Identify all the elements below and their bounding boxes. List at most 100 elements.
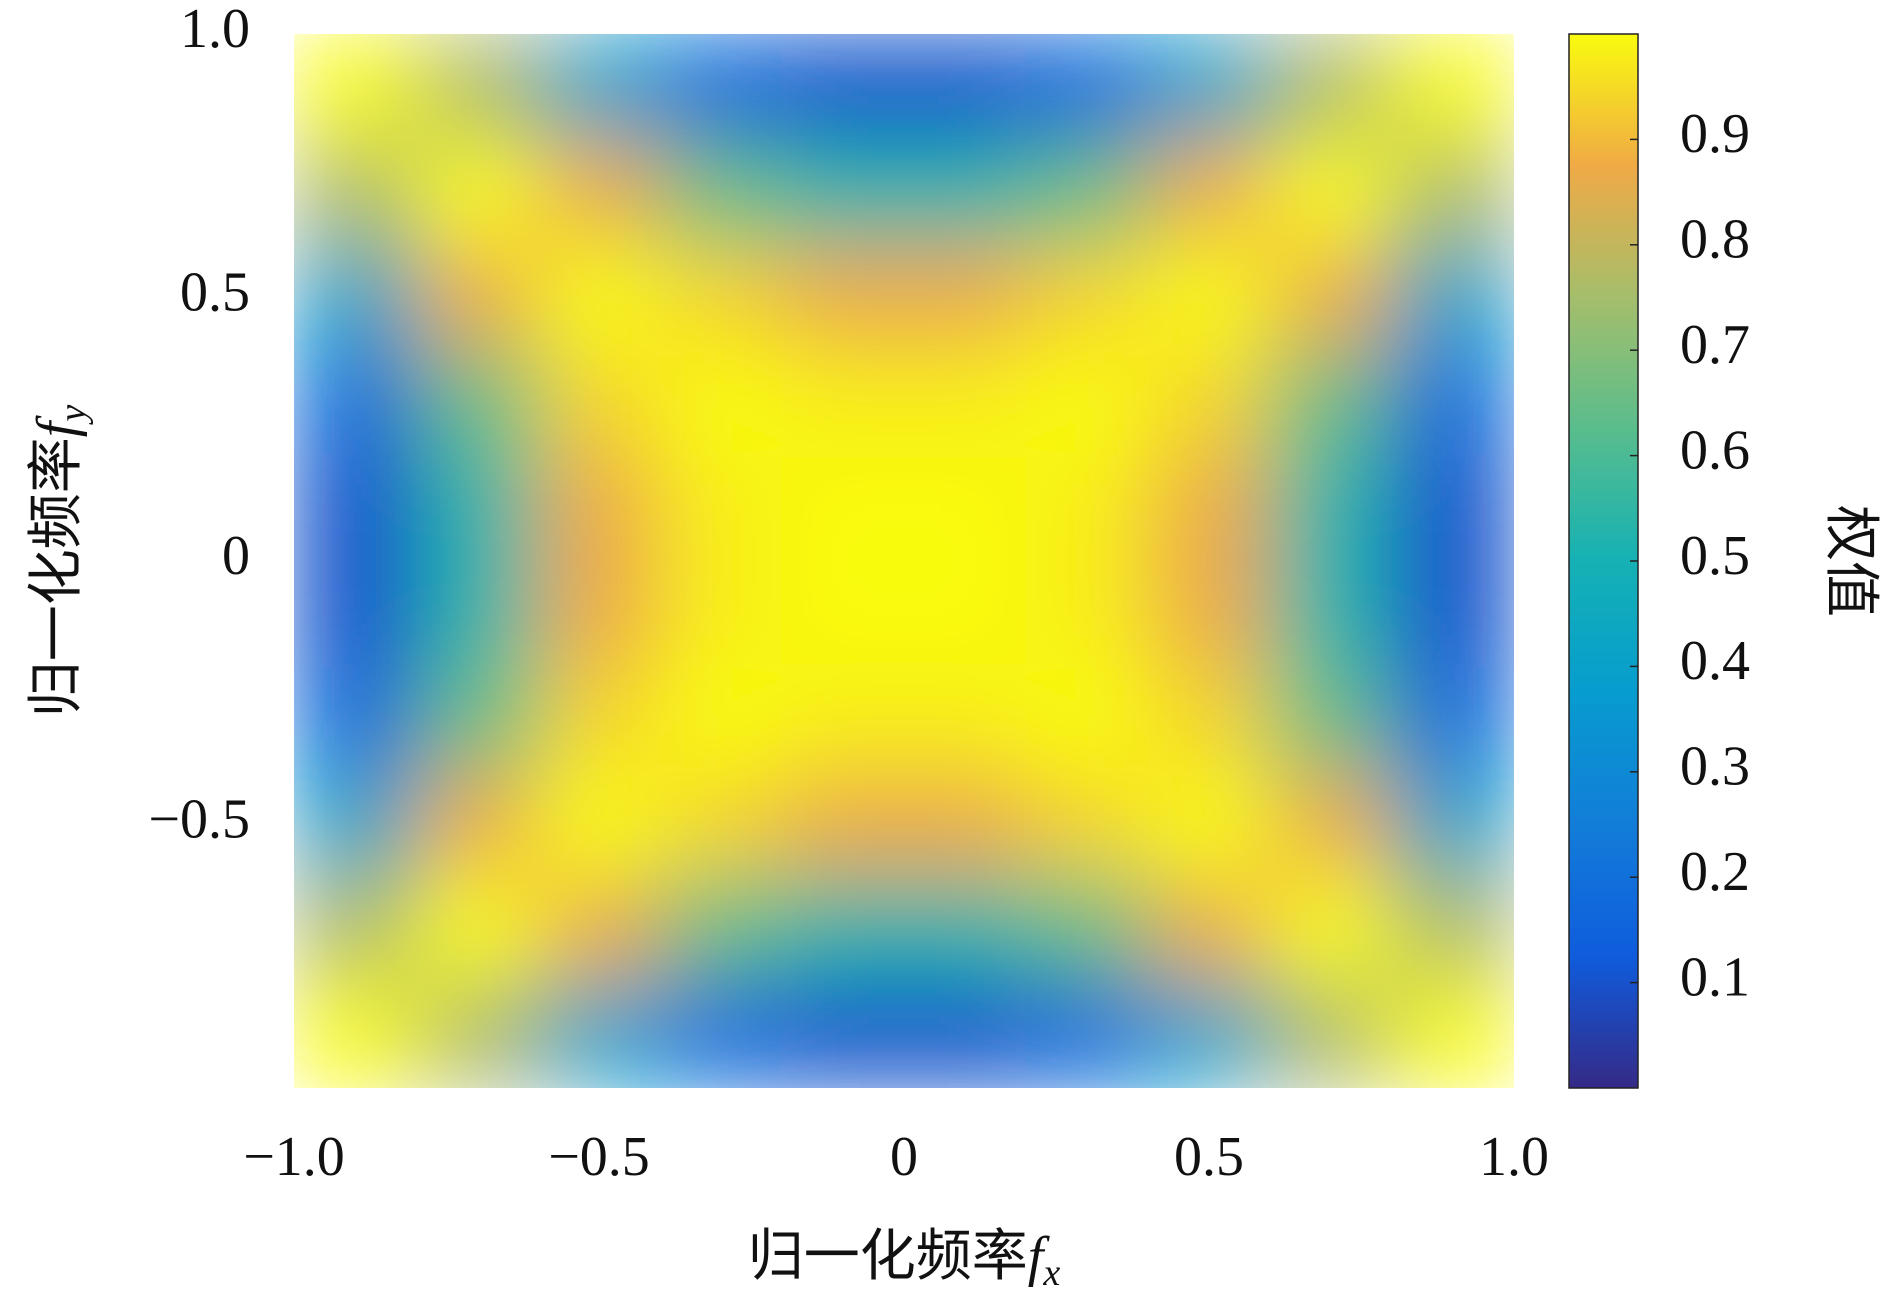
heatmap-cell — [1147, 455, 1271, 562]
colorbar-tick-label: 0.5 — [1680, 525, 1750, 587]
colorbar-label: 权值 — [1819, 505, 1881, 617]
heatmap-cell — [1147, 560, 1271, 667]
heatmap-cell — [781, 34, 905, 140]
colorbar — [1568, 33, 1639, 1089]
heatmap-cell — [537, 455, 661, 562]
heatmap-cell — [903, 560, 1027, 667]
colorbar-tick-label: 0.6 — [1680, 419, 1750, 481]
heatmap-cell — [1025, 34, 1149, 140]
heatmap-cell — [294, 982, 417, 1088]
heatmap-cell — [1391, 244, 1514, 351]
heatmap-cell — [415, 560, 539, 667]
heatmap-cell — [415, 982, 539, 1088]
heatmap-cell — [659, 349, 783, 457]
heatmap-cell — [1147, 34, 1271, 140]
heatmap-cell — [537, 876, 661, 984]
heatmap-cell — [1147, 982, 1271, 1088]
heatmap-cell — [1269, 244, 1393, 351]
y-tick-label: 0 — [222, 525, 250, 587]
heatmap-cell — [781, 244, 905, 351]
heatmap-cell — [903, 876, 1027, 984]
heatmap-cell — [1391, 138, 1514, 246]
colorbar-tick-label: 0.2 — [1680, 841, 1750, 903]
heatmap-cell — [903, 138, 1027, 246]
y-tick-label: 0.5 — [180, 261, 250, 323]
heatmap-cell — [537, 665, 661, 773]
heatmap-cell — [1269, 349, 1393, 457]
heatmap-cell — [537, 34, 661, 140]
x-axis-label: 归一化频率fx — [748, 1226, 1061, 1294]
y-tick-label: −0.5 — [148, 788, 250, 850]
heatmap-cell — [1147, 665, 1271, 773]
heatmap-cell — [537, 771, 661, 878]
colorbar-tick-label: 0.1 — [1680, 946, 1750, 1008]
heatmap-cell — [415, 665, 539, 773]
colorbar-tick-label: 0.4 — [1680, 630, 1750, 692]
y-axis-label: 归一化频率fy — [26, 405, 94, 718]
heatmap-cell — [1025, 560, 1149, 667]
heatmap-cell — [415, 244, 539, 351]
heatmap-cell — [781, 876, 905, 984]
heatmap-cell — [1025, 349, 1149, 457]
heatmap-cell — [537, 138, 661, 246]
heatmap-cell — [1025, 138, 1149, 246]
heatmap-cell — [659, 244, 783, 351]
heatmap-cell — [781, 560, 905, 667]
heatmap-cell — [903, 982, 1027, 1088]
heatmap-cell — [781, 771, 905, 878]
heatmap-cell — [294, 349, 417, 457]
colorbar-tick-label: 0.7 — [1680, 314, 1750, 376]
colorbar-tick-label: 0.3 — [1680, 736, 1750, 798]
heatmap-cell — [659, 982, 783, 1088]
heatmap-cell — [415, 34, 539, 140]
y-tick-label: 1.0 — [180, 0, 250, 60]
heatmap-cell — [659, 34, 783, 140]
heatmap-cell — [1269, 34, 1393, 140]
heatmap-cell — [1391, 665, 1514, 773]
heatmap-cell — [1269, 982, 1393, 1088]
heatmap-cell — [294, 34, 417, 140]
heatmap-cell — [1269, 455, 1393, 562]
heatmap-cell — [294, 771, 417, 878]
heatmap — [294, 34, 1514, 1088]
heatmap-cell — [659, 876, 783, 984]
heatmap-cell — [659, 665, 783, 773]
heatmap-cell — [294, 455, 417, 562]
heatmap-cell — [1269, 665, 1393, 773]
heatmap-cell — [659, 771, 783, 878]
heatmap-cell — [1025, 771, 1149, 878]
x-tick-label: 0 — [890, 1126, 918, 1188]
heatmap-cell — [1391, 982, 1514, 1088]
heatmap-cell — [294, 665, 417, 773]
heatmap-cell — [415, 138, 539, 246]
heatmap-cell — [537, 244, 661, 351]
heatmap-cell — [1025, 665, 1149, 773]
x-tick-label: 0.5 — [1174, 1126, 1244, 1188]
heatmap-cell — [1391, 771, 1514, 878]
heatmap-cell — [903, 244, 1027, 351]
heatmap-cell — [1025, 244, 1149, 351]
heatmap-cell — [781, 455, 905, 562]
heatmap-cell — [1391, 349, 1514, 457]
heatmap-cell — [415, 771, 539, 878]
heatmap-cell — [537, 349, 661, 457]
heatmap-cell — [537, 560, 661, 667]
colorbar-tick-label: 0.8 — [1680, 209, 1750, 271]
heatmap-cell — [903, 455, 1027, 562]
heatmap-cell — [415, 455, 539, 562]
heatmap-cell — [659, 455, 783, 562]
heatmap-cell — [781, 349, 905, 457]
heatmap-cell — [903, 771, 1027, 878]
heatmap-cell — [1391, 876, 1514, 984]
heatmap-cell — [1269, 138, 1393, 246]
heatmap-cell — [659, 138, 783, 246]
heatmap-cell — [903, 349, 1027, 457]
heatmap-cell — [1025, 876, 1149, 984]
heatmap-cell — [1025, 982, 1149, 1088]
heatmap-cell — [1269, 876, 1393, 984]
heatmap-cell — [1269, 771, 1393, 878]
heatmap-cell — [1147, 138, 1271, 246]
heatmap-cell — [1147, 876, 1271, 984]
heatmap-cell — [781, 138, 905, 246]
